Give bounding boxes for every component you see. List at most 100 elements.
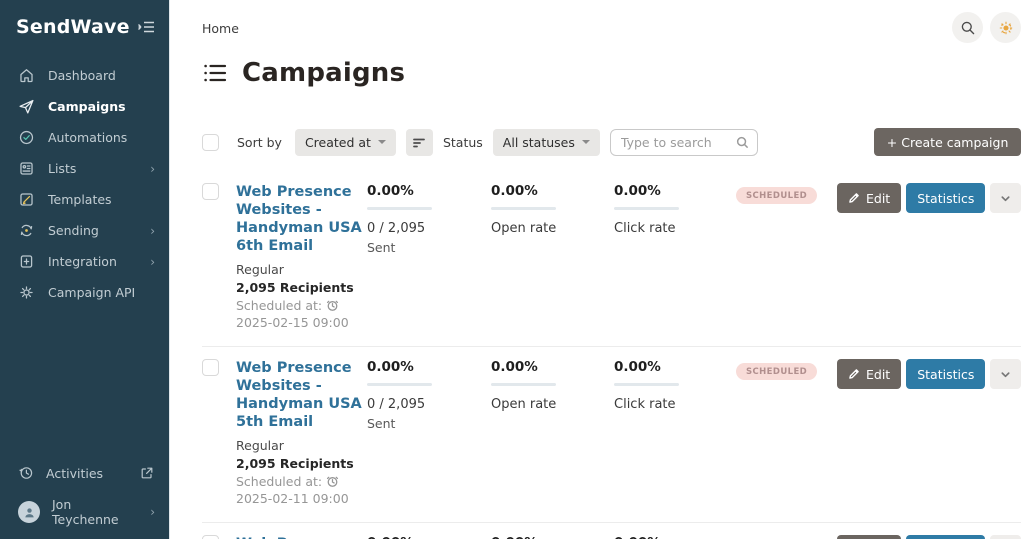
sidebar-item-templates[interactable]: Templates [0, 184, 169, 215]
scheduled-label: Scheduled at: [236, 474, 323, 489]
campaign-info-cell: Web Presence [236, 535, 367, 539]
more-actions-button[interactable] [990, 535, 1022, 539]
activities-label: Activities [46, 465, 104, 481]
sidebar-item-campaigns[interactable]: Campaigns [0, 91, 169, 122]
person-icon [24, 507, 34, 517]
sent-fraction: 0 / 2,095 [367, 397, 426, 412]
sidebar-item-dashboard[interactable]: Dashboard [0, 60, 169, 91]
open-rate-percentage: 0.00% [491, 183, 538, 199]
sent-percentage: 0.00% [367, 359, 414, 375]
edit-button[interactable]: Edit [837, 535, 902, 539]
search-input[interactable] [620, 134, 736, 150]
automation-check-icon [18, 129, 35, 146]
click-rate-cell: 0.00% [614, 535, 736, 539]
row-actions: Edit Statistics [837, 183, 1022, 213]
statistics-button-label: Statistics [917, 366, 975, 382]
select-all-checkbox[interactable] [202, 133, 219, 151]
open-rate-cell: 0.00% Open rate [491, 359, 614, 414]
sent-label: Sent [367, 240, 396, 255]
sidebar-item-campaign-api[interactable]: Campaign API [0, 277, 169, 308]
sidebar-item-user[interactable]: Jon Teychenne › [0, 489, 169, 535]
click-rate-percentage: 0.00% [614, 535, 736, 539]
alarm-clock-icon [327, 476, 339, 487]
sidebar-item-label: Integration [48, 254, 117, 269]
click-rate-progress-bar [614, 207, 679, 210]
chevron-right-icon: › [150, 505, 155, 519]
sent-stat-cell: 0.00% 0 / 2,095 Sent [367, 183, 491, 257]
external-link-icon[interactable] [139, 465, 155, 481]
collapse-icon [138, 21, 154, 33]
open-rate-cell: 0.00% Open rate [491, 183, 614, 238]
breadcrumb[interactable]: Home [202, 21, 239, 36]
sent-progress-bar [367, 383, 432, 386]
chevron-right-icon: › [150, 254, 155, 269]
status-dropdown[interactable]: All statuses [492, 128, 600, 156]
open-rate-cell: 0.00% [491, 535, 614, 539]
edit-button[interactable]: Edit [837, 359, 902, 389]
edit-button[interactable]: Edit [837, 183, 902, 213]
click-rate-label: Click rate [614, 221, 676, 236]
theme-toggle-button[interactable] [990, 12, 1022, 43]
campaign-title-link[interactable]: Web Presence [236, 535, 367, 539]
search-button[interactable] [952, 12, 984, 43]
status-cell: SCHEDULED [736, 183, 837, 204]
campaign-recipients: 2,095 Recipients [236, 280, 354, 295]
more-actions-button[interactable] [990, 359, 1022, 389]
home-icon [18, 67, 35, 84]
more-actions-button[interactable] [990, 183, 1022, 213]
statistics-button[interactable]: Statistics [906, 359, 986, 389]
edit-button-label: Edit [866, 366, 891, 382]
campaign-list: Web Presence Websites - Handyman USA 6th… [202, 183, 1022, 539]
sort-field-dropdown[interactable]: Created at [294, 128, 396, 156]
statistics-button-label: Statistics [917, 190, 975, 206]
scheduled-label: Scheduled at: [236, 298, 323, 313]
campaign-type: Regular [236, 438, 284, 453]
sidebar-item-label: Campaign API [48, 285, 136, 300]
search-icon [961, 21, 975, 34]
sort-field-value: Created at [304, 134, 371, 150]
campaign-row: Web Presence Websites - Handyman USA 6th… [202, 183, 1022, 346]
sidebar-item-integration[interactable]: Integration › [0, 246, 169, 277]
app-logo[interactable]: SendWave [16, 16, 130, 38]
sidebar-item-label: Automations [48, 130, 128, 145]
sidebar-item-sending[interactable]: Sending › [0, 215, 169, 246]
status-value: All statuses [502, 134, 575, 150]
alarm-clock-icon [327, 300, 339, 311]
pencil-icon [849, 193, 859, 203]
edit-button-label: Edit [866, 190, 891, 206]
click-rate-cell: 0.00% Click rate [614, 183, 736, 238]
integration-icon [18, 253, 35, 270]
sent-stat-cell: 0.00% 0 / 2,095 Sent [367, 359, 491, 433]
campaign-info-cell: Web Presence Websites - Handyman USA 5th… [236, 359, 367, 506]
sidebar-item-activities[interactable]: Activities [0, 457, 169, 489]
chevron-right-icon: › [150, 161, 155, 176]
row-checkbox[interactable] [202, 183, 219, 200]
statistics-button[interactable]: Statistics [906, 183, 986, 213]
templates-icon [18, 191, 35, 208]
sun-icon [999, 21, 1013, 34]
sort-direction-button[interactable] [405, 128, 433, 156]
row-checkbox[interactable] [202, 535, 219, 539]
status-cell: SCHEDULED [736, 535, 837, 539]
send-icon [18, 98, 35, 115]
sidebar-item-lists[interactable]: Lists › [0, 153, 169, 184]
statistics-button[interactable]: Statistics [906, 535, 986, 539]
sidebar-item-label: Sending [48, 223, 99, 238]
sent-label: Sent [367, 416, 396, 431]
main-content: Home Ca [170, 0, 1024, 539]
campaign-info-cell: Web Presence Websites - Handyman USA 6th… [236, 183, 367, 330]
sidebar-item-label: Lists [48, 161, 77, 176]
click-rate-label: Click rate [614, 397, 676, 412]
chevron-right-icon: › [150, 223, 155, 238]
avatar [18, 501, 40, 523]
row-checkbox[interactable] [202, 359, 219, 376]
scheduled-time: 2025-02-15 09:00 [236, 315, 349, 330]
open-rate-progress-bar [491, 383, 556, 386]
campaign-title-link[interactable]: Web Presence Websites - Handyman USA 5th… [236, 360, 362, 430]
sidebar-collapse-button[interactable] [137, 20, 155, 34]
sent-fraction: 0 / 2,095 [367, 221, 426, 236]
sidebar-item-automations[interactable]: Automations [0, 122, 169, 153]
campaign-title-link[interactable]: Web Presence Websites - Handyman USA 6th… [236, 184, 362, 254]
chevron-down-icon [1001, 371, 1010, 377]
create-campaign-button[interactable]: + Create campaign [873, 128, 1022, 156]
